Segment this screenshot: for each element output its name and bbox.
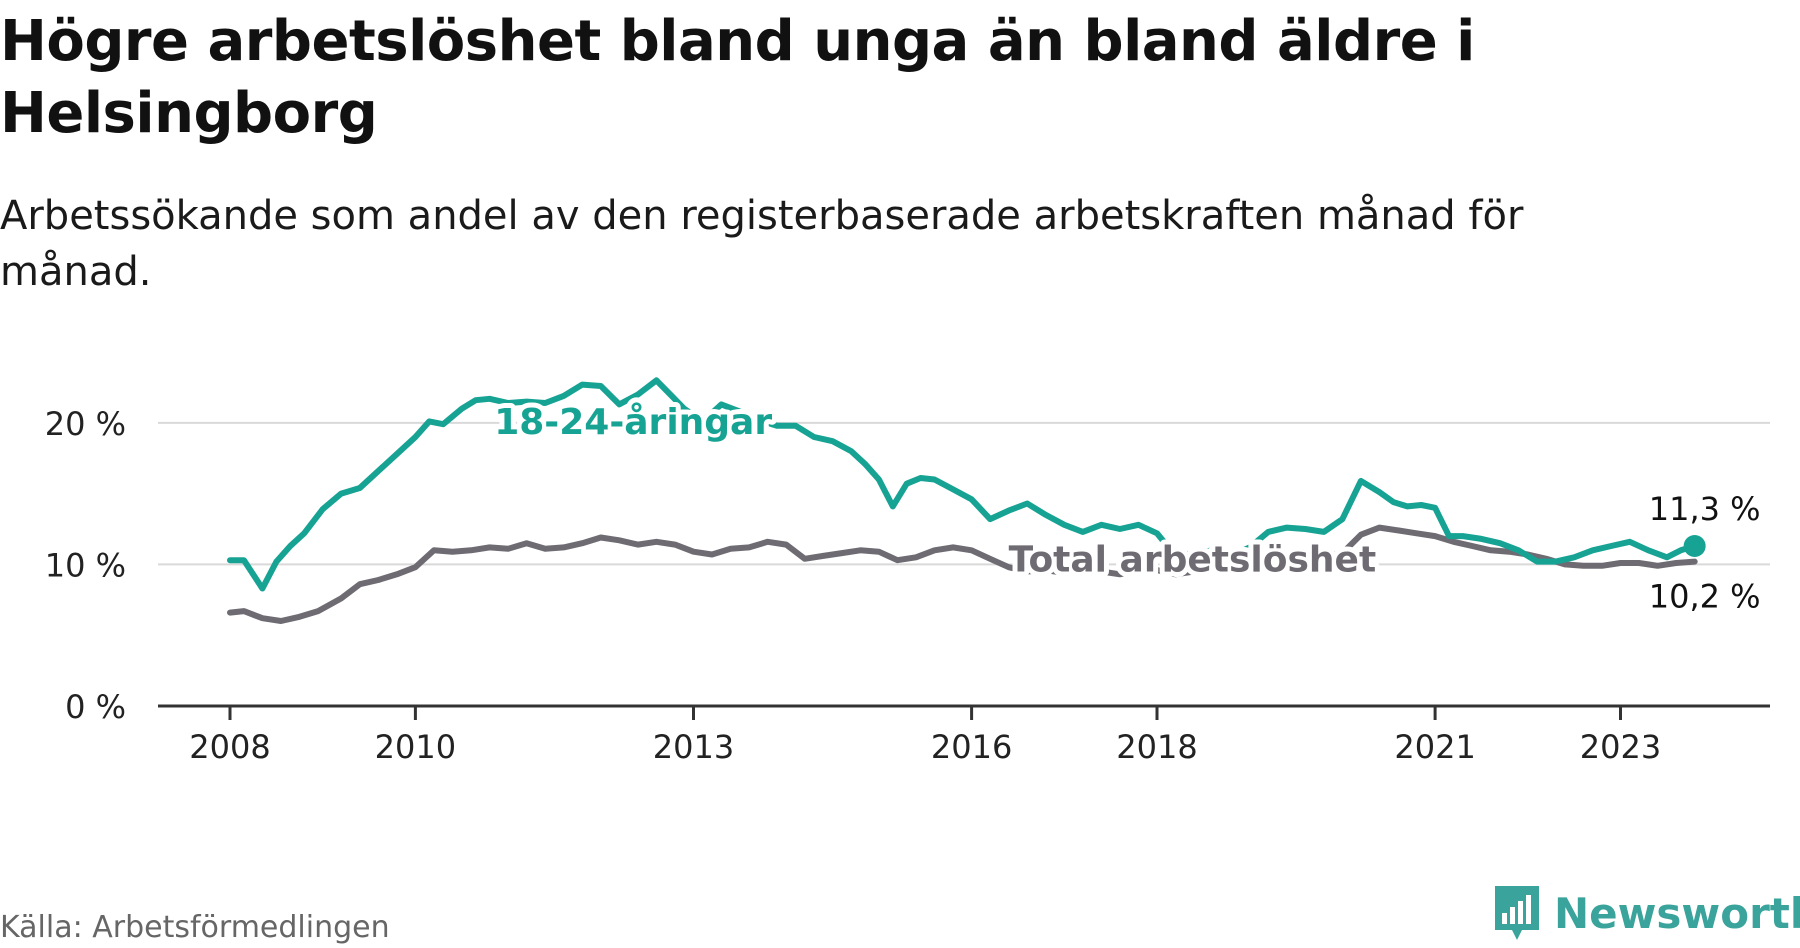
newsworthy-logo-icon <box>1495 886 1539 940</box>
series-label-total: Total arbetslöshet <box>1009 539 1377 580</box>
total-end-value-label: 10,2 % <box>1649 578 1761 616</box>
x-tick-label: 2010 <box>375 728 456 766</box>
x-tick-label: 2021 <box>1394 728 1475 766</box>
source-note: Källa: Arbetsförmedlingen <box>0 910 390 945</box>
brand-logo[interactable]: Newsworthy <box>1492 883 1800 943</box>
x-axis: 2008 2010 2013 2016 2018 2021 2023 <box>189 706 1661 766</box>
x-tick-label: 2013 <box>653 728 734 766</box>
series-line-youth <box>227 377 1698 592</box>
series-line-total <box>227 524 1698 624</box>
y-tick-label: 0 % <box>65 688 126 726</box>
y-axis: 0 % 10 % 20 % <box>45 405 126 726</box>
youth-end-value-label: 11,3 % <box>1649 490 1761 528</box>
series-label-youth: 18-24-åringar <box>494 402 772 443</box>
youth-end-marker <box>1683 535 1706 558</box>
brand-name: Newsworthy <box>1554 888 1800 938</box>
x-tick-label: 2016 <box>931 728 1012 766</box>
y-tick-label: 10 % <box>45 546 126 584</box>
x-tick-label: 2018 <box>1116 728 1197 766</box>
x-tick-label: 2008 <box>189 728 270 766</box>
y-tick-label: 20 % <box>45 405 126 443</box>
chart-subtitle: Arbetssökande som andel av den registerb… <box>0 193 1524 295</box>
page-title: Högre arbetslöshet bland unga än bland ä… <box>0 9 1475 146</box>
x-tick-label: 2023 <box>1580 728 1661 766</box>
